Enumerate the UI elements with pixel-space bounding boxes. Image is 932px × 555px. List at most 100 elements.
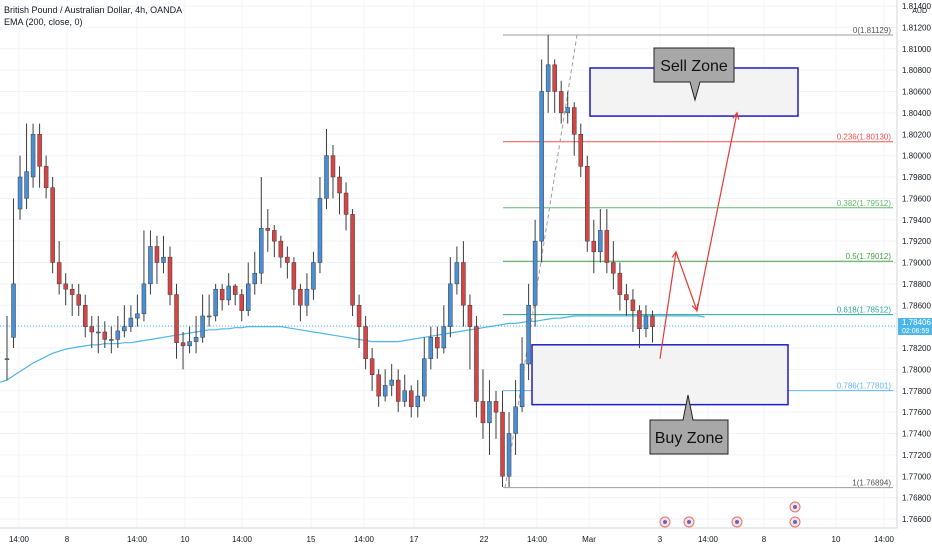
buy-zone-callout[interactable]: Buy Zone [649,394,729,455]
candle[interactable] [102,321,108,348]
candle[interactable] [219,283,225,311]
candle[interactable] [643,305,649,338]
candle[interactable] [617,262,623,311]
candle[interactable] [206,294,212,327]
event-flag-icon[interactable] [789,516,801,528]
candle[interactable] [30,123,36,188]
candle[interactable] [598,209,603,263]
projection-path[interactable] [659,112,738,359]
event-flag-icon[interactable] [659,516,671,528]
candle[interactable] [96,315,101,354]
candle[interactable] [611,241,616,290]
candle[interactable] [474,315,479,418]
candle[interactable] [519,337,525,413]
candle[interactable] [11,198,16,348]
candle[interactable] [82,294,88,338]
candle[interactable] [252,251,258,295]
candle[interactable] [63,273,68,306]
candle[interactable] [422,337,427,402]
candle[interactable] [43,155,49,199]
candle[interactable] [363,315,368,370]
candle[interactable] [448,257,453,338]
candle[interactable] [76,283,81,316]
candle[interactable] [467,294,473,370]
candle[interactable] [454,246,460,295]
candle[interactable] [298,283,303,322]
candle[interactable] [637,305,642,348]
candle[interactable] [180,331,186,370]
candle[interactable] [226,273,231,306]
candle[interactable] [167,246,173,306]
candle[interactable] [50,177,55,274]
candle[interactable] [343,182,349,231]
candle[interactable] [650,310,655,343]
candle[interactable] [506,412,512,487]
candle[interactable] [135,294,140,327]
candle[interactable] [311,251,316,300]
candle[interactable] [239,289,244,322]
event-flag-icon[interactable] [789,501,801,513]
ema-legend[interactable]: EMA (200, close, 0) [4,17,83,27]
candle[interactable] [337,166,342,215]
candle[interactable] [37,123,42,188]
candle[interactable] [24,123,29,210]
candle[interactable] [148,230,153,295]
candle[interactable] [154,235,160,284]
candle[interactable] [4,315,10,381]
candle[interactable] [232,283,238,306]
candle[interactable] [395,369,401,413]
candle[interactable] [539,59,544,263]
candle[interactable] [552,59,557,113]
candle[interactable] [389,364,394,397]
sell-zone-callout[interactable]: Sell Zone [653,47,735,102]
event-flag-icon[interactable] [683,516,695,528]
candle[interactable] [245,262,251,316]
candle[interactable] [513,380,518,455]
candle[interactable] [591,219,597,274]
candle[interactable] [213,283,218,322]
candle[interactable] [174,283,179,359]
candle[interactable] [161,235,166,274]
candle[interactable] [356,294,362,348]
candle[interactable] [480,369,486,439]
candle[interactable] [317,177,323,274]
candle[interactable] [141,230,147,322]
candle[interactable] [571,102,577,156]
candle[interactable] [69,283,75,316]
candle[interactable] [330,144,336,199]
candle[interactable] [115,315,121,348]
candle[interactable] [291,257,297,306]
candle[interactable] [200,294,205,343]
event-flag-icon[interactable] [731,516,743,528]
candle[interactable] [122,305,127,338]
candle[interactable] [369,348,375,391]
candle[interactable] [545,34,551,113]
buy-zone-box[interactable] [531,344,789,406]
candle[interactable] [285,246,290,279]
candle[interactable] [109,326,114,354]
candle[interactable] [89,315,95,348]
candle[interactable] [461,241,466,327]
symbol-title[interactable]: British Pound / Australian Dollar, 4h, O… [4,5,183,15]
candle[interactable] [350,209,355,316]
candle[interactable] [604,209,610,274]
candle[interactable] [187,326,192,354]
candle[interactable] [578,123,584,177]
candle[interactable] [415,380,421,418]
candle[interactable] [493,390,499,439]
candle[interactable] [532,219,538,327]
candle[interactable] [193,315,199,354]
candle[interactable] [278,235,284,268]
candle[interactable] [630,289,636,332]
candle[interactable] [558,80,564,124]
candle[interactable] [441,305,447,354]
candle[interactable] [382,369,388,402]
candle[interactable] [487,380,492,455]
candle[interactable] [500,390,505,487]
candle[interactable] [402,374,407,407]
candle[interactable] [526,283,531,381]
candle[interactable] [128,305,134,332]
candle[interactable] [565,91,570,124]
candle[interactable] [272,225,277,258]
